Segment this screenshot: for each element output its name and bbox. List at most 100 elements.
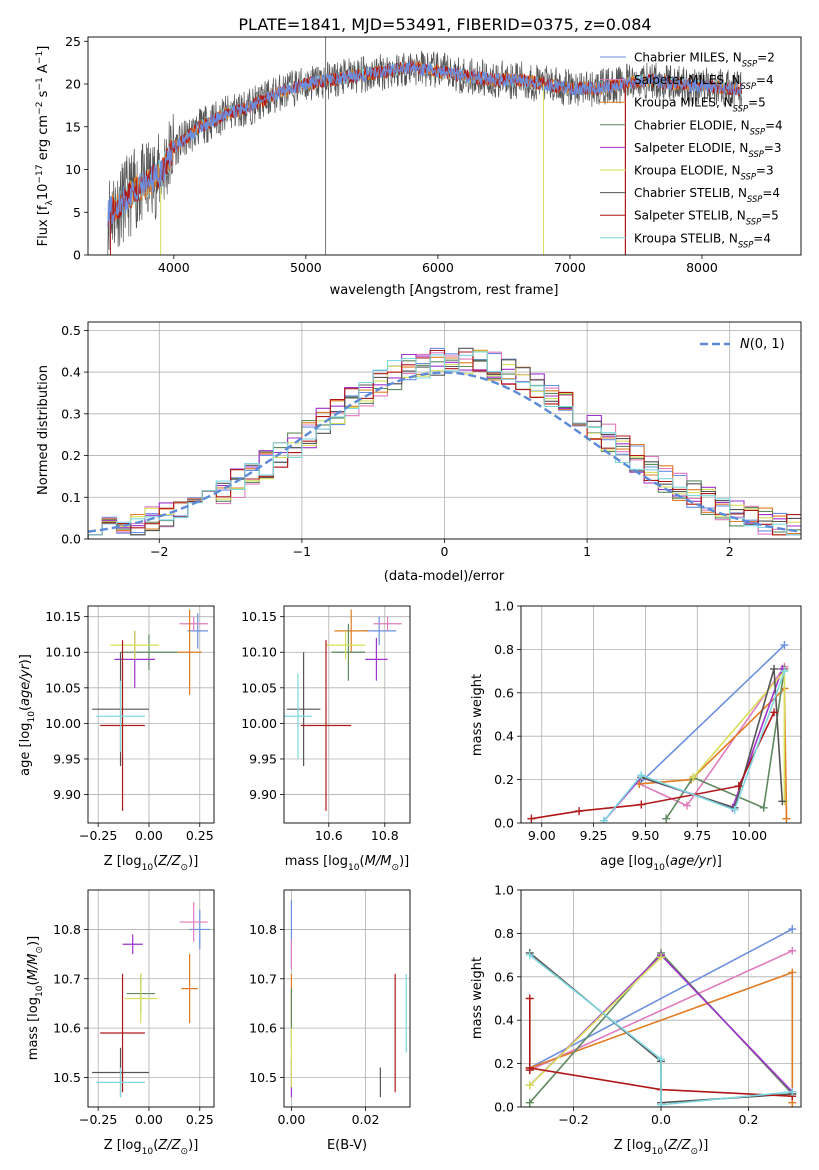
legend-label: Salpeter STELIB, NSSP=5 <box>634 209 779 227</box>
y-tick-label: 10.10 <box>241 645 277 660</box>
y-tick-label: 10.05 <box>241 680 277 695</box>
plot-area <box>88 322 801 539</box>
y-tick-label: 10.15 <box>45 609 81 624</box>
y-tick-label: 0.4 <box>494 729 514 744</box>
x-tick-label: −0.25 <box>79 828 117 843</box>
x-tick-label: 9.00 <box>528 828 556 843</box>
x-axis-label: (data-model)/error <box>384 569 505 584</box>
weight-marker <box>599 816 608 823</box>
x-tick-label: 0.00 <box>135 1112 163 1127</box>
y-tick-label: 10.15 <box>241 609 277 624</box>
x-tick-label: 9.25 <box>580 828 608 843</box>
x-axis-label: mass [log10(M/M⊙)] <box>285 854 409 873</box>
weight-marker <box>527 814 536 823</box>
x-tick-label: 1 <box>583 544 591 559</box>
y-tick-label: 10.00 <box>241 716 277 731</box>
y-tick-label: 1.0 <box>494 599 514 614</box>
x-axis-label: Z [log10(Z/Z⊙)] <box>614 1138 709 1157</box>
weight-marker <box>637 800 646 809</box>
weight-marker <box>788 925 797 934</box>
legend-label: Kroupa MILES, NSSP=5 <box>634 96 766 114</box>
x-tick-label: −0.2 <box>558 1112 588 1127</box>
axes-weight_vs_age: 9.00 9.25 9.50 9.75 10.00 0.0 0.2 0.4 0.6 0.8 1.0 a… <box>470 599 802 873</box>
weight-line <box>639 686 788 819</box>
spectrum-line <box>107 60 743 228</box>
y-tick-label: 10.7 <box>53 971 81 986</box>
legend: Chabrier MILES, NSSP=2 Salpeter MILES, NS… <box>600 51 783 249</box>
y-tick-label: 10.5 <box>53 1070 81 1085</box>
x-tick-label: 9.75 <box>683 828 711 843</box>
weight-marker <box>788 1087 797 1096</box>
x-tick-label: −2 <box>150 544 168 559</box>
gaussian-curve <box>88 371 801 533</box>
y-tick-label: 15 <box>65 119 81 134</box>
legend-label: Chabrier ELODIE, NSSP=4 <box>634 118 783 136</box>
weight-marker <box>780 641 789 650</box>
weight-marker <box>525 1081 534 1090</box>
y-tick-label: 9.90 <box>53 787 81 802</box>
weight-marker <box>770 708 779 717</box>
legend-label: N(0, 1) <box>740 337 785 352</box>
weight-marker <box>575 807 584 816</box>
y-tick-label: 10.8 <box>249 922 277 937</box>
y-tick-label: 10.10 <box>45 645 81 660</box>
axes-frame <box>520 605 802 824</box>
y-tick-label: 10.5 <box>249 1070 277 1085</box>
x-axis-label: wavelength [Angstrom, rest frame] <box>330 283 559 298</box>
y-tick-label: 10 <box>65 162 81 177</box>
x-tick-label: 0 <box>441 544 449 559</box>
y-tick-label: 9.95 <box>249 751 277 766</box>
y-tick-label: 10.7 <box>249 971 277 986</box>
weight-marker <box>657 1055 665 1064</box>
weight-line <box>529 928 793 1069</box>
axes-weight_vs_Z: −0.2 0.0 0.2 0.0 0.2 0.4 0.6 0.8 1.0 Z [log10(Z/Z… <box>470 883 802 1157</box>
weight-line <box>529 950 793 1071</box>
y-tick-label: 25 <box>65 34 81 49</box>
x-tick-label: 10.00 <box>731 828 767 843</box>
y-tick-label: 0.8 <box>494 926 514 941</box>
x-axis-label: age [log10(age/yr)] <box>600 854 722 873</box>
legend-label: Chabrier MILES, NSSP=2 <box>634 51 775 69</box>
y-axis-label: Normed distribution <box>36 365 51 495</box>
x-tick-label: 0.25 <box>186 828 214 843</box>
y-tick-label: 0.0 <box>494 1100 514 1115</box>
weight-marker <box>788 946 797 955</box>
weight-marker <box>780 667 789 676</box>
axes-mass_vs_EBV: 0.00 0.02 10.5 10.6 10.7 10.8 E(B-V) <box>249 889 411 1153</box>
weight-marker <box>637 771 646 780</box>
y-axis-label: Flux [fλ10−17 erg cm−2 s−1 A−1] <box>35 46 55 247</box>
weight-marker <box>682 801 691 810</box>
y-tick-label: 10.6 <box>249 1021 277 1036</box>
x-tick-label: −1 <box>293 544 311 559</box>
y-tick-label: 9.90 <box>249 787 277 802</box>
weight-line <box>638 644 785 785</box>
y-tick-label: 0.8 <box>494 642 514 657</box>
weight-line <box>603 670 786 822</box>
weight-marker <box>759 803 768 812</box>
x-tick-label: 5000 <box>290 260 322 275</box>
axes-frame <box>283 889 411 1108</box>
y-tick-label: 0.1 <box>61 490 81 505</box>
x-tick-label: 0.25 <box>186 1112 214 1127</box>
plot-area <box>88 606 214 823</box>
weight-marker <box>525 951 534 960</box>
axes-mass_vs_Z: −0.25 0.00 0.25 10.5 10.6 10.7 10.8 Z [log10(Z/… <box>26 889 215 1157</box>
weight-marker <box>525 1098 534 1107</box>
histogram-step <box>88 351 801 539</box>
weight-marker <box>525 1063 534 1072</box>
x-tick-label: 0.2 <box>739 1112 759 1127</box>
y-tick-label: 0.2 <box>494 772 514 787</box>
y-tick-label: 0.3 <box>61 406 81 421</box>
y-tick-label: 0.2 <box>61 448 81 463</box>
y-axis-label: mass weight <box>470 674 485 756</box>
legend-label: Salpeter MILES, NSSP=4 <box>634 73 774 91</box>
axes-age_vs_mass: 10.6 10.8 9.90 9.95 10.00 10.05 10.10 10.15 mass… <box>241 605 411 873</box>
x-tick-label: 0.02 <box>352 1112 380 1127</box>
plot-area <box>107 37 743 255</box>
weight-line <box>529 956 662 1086</box>
y-tick-label: 0.0 <box>494 816 514 831</box>
weight-marker <box>657 953 665 962</box>
y-tick-label: 0.5 <box>61 323 81 338</box>
legend-label: Kroupa STELIB, NSSP=4 <box>634 231 771 249</box>
x-tick-label: 7000 <box>554 260 586 275</box>
